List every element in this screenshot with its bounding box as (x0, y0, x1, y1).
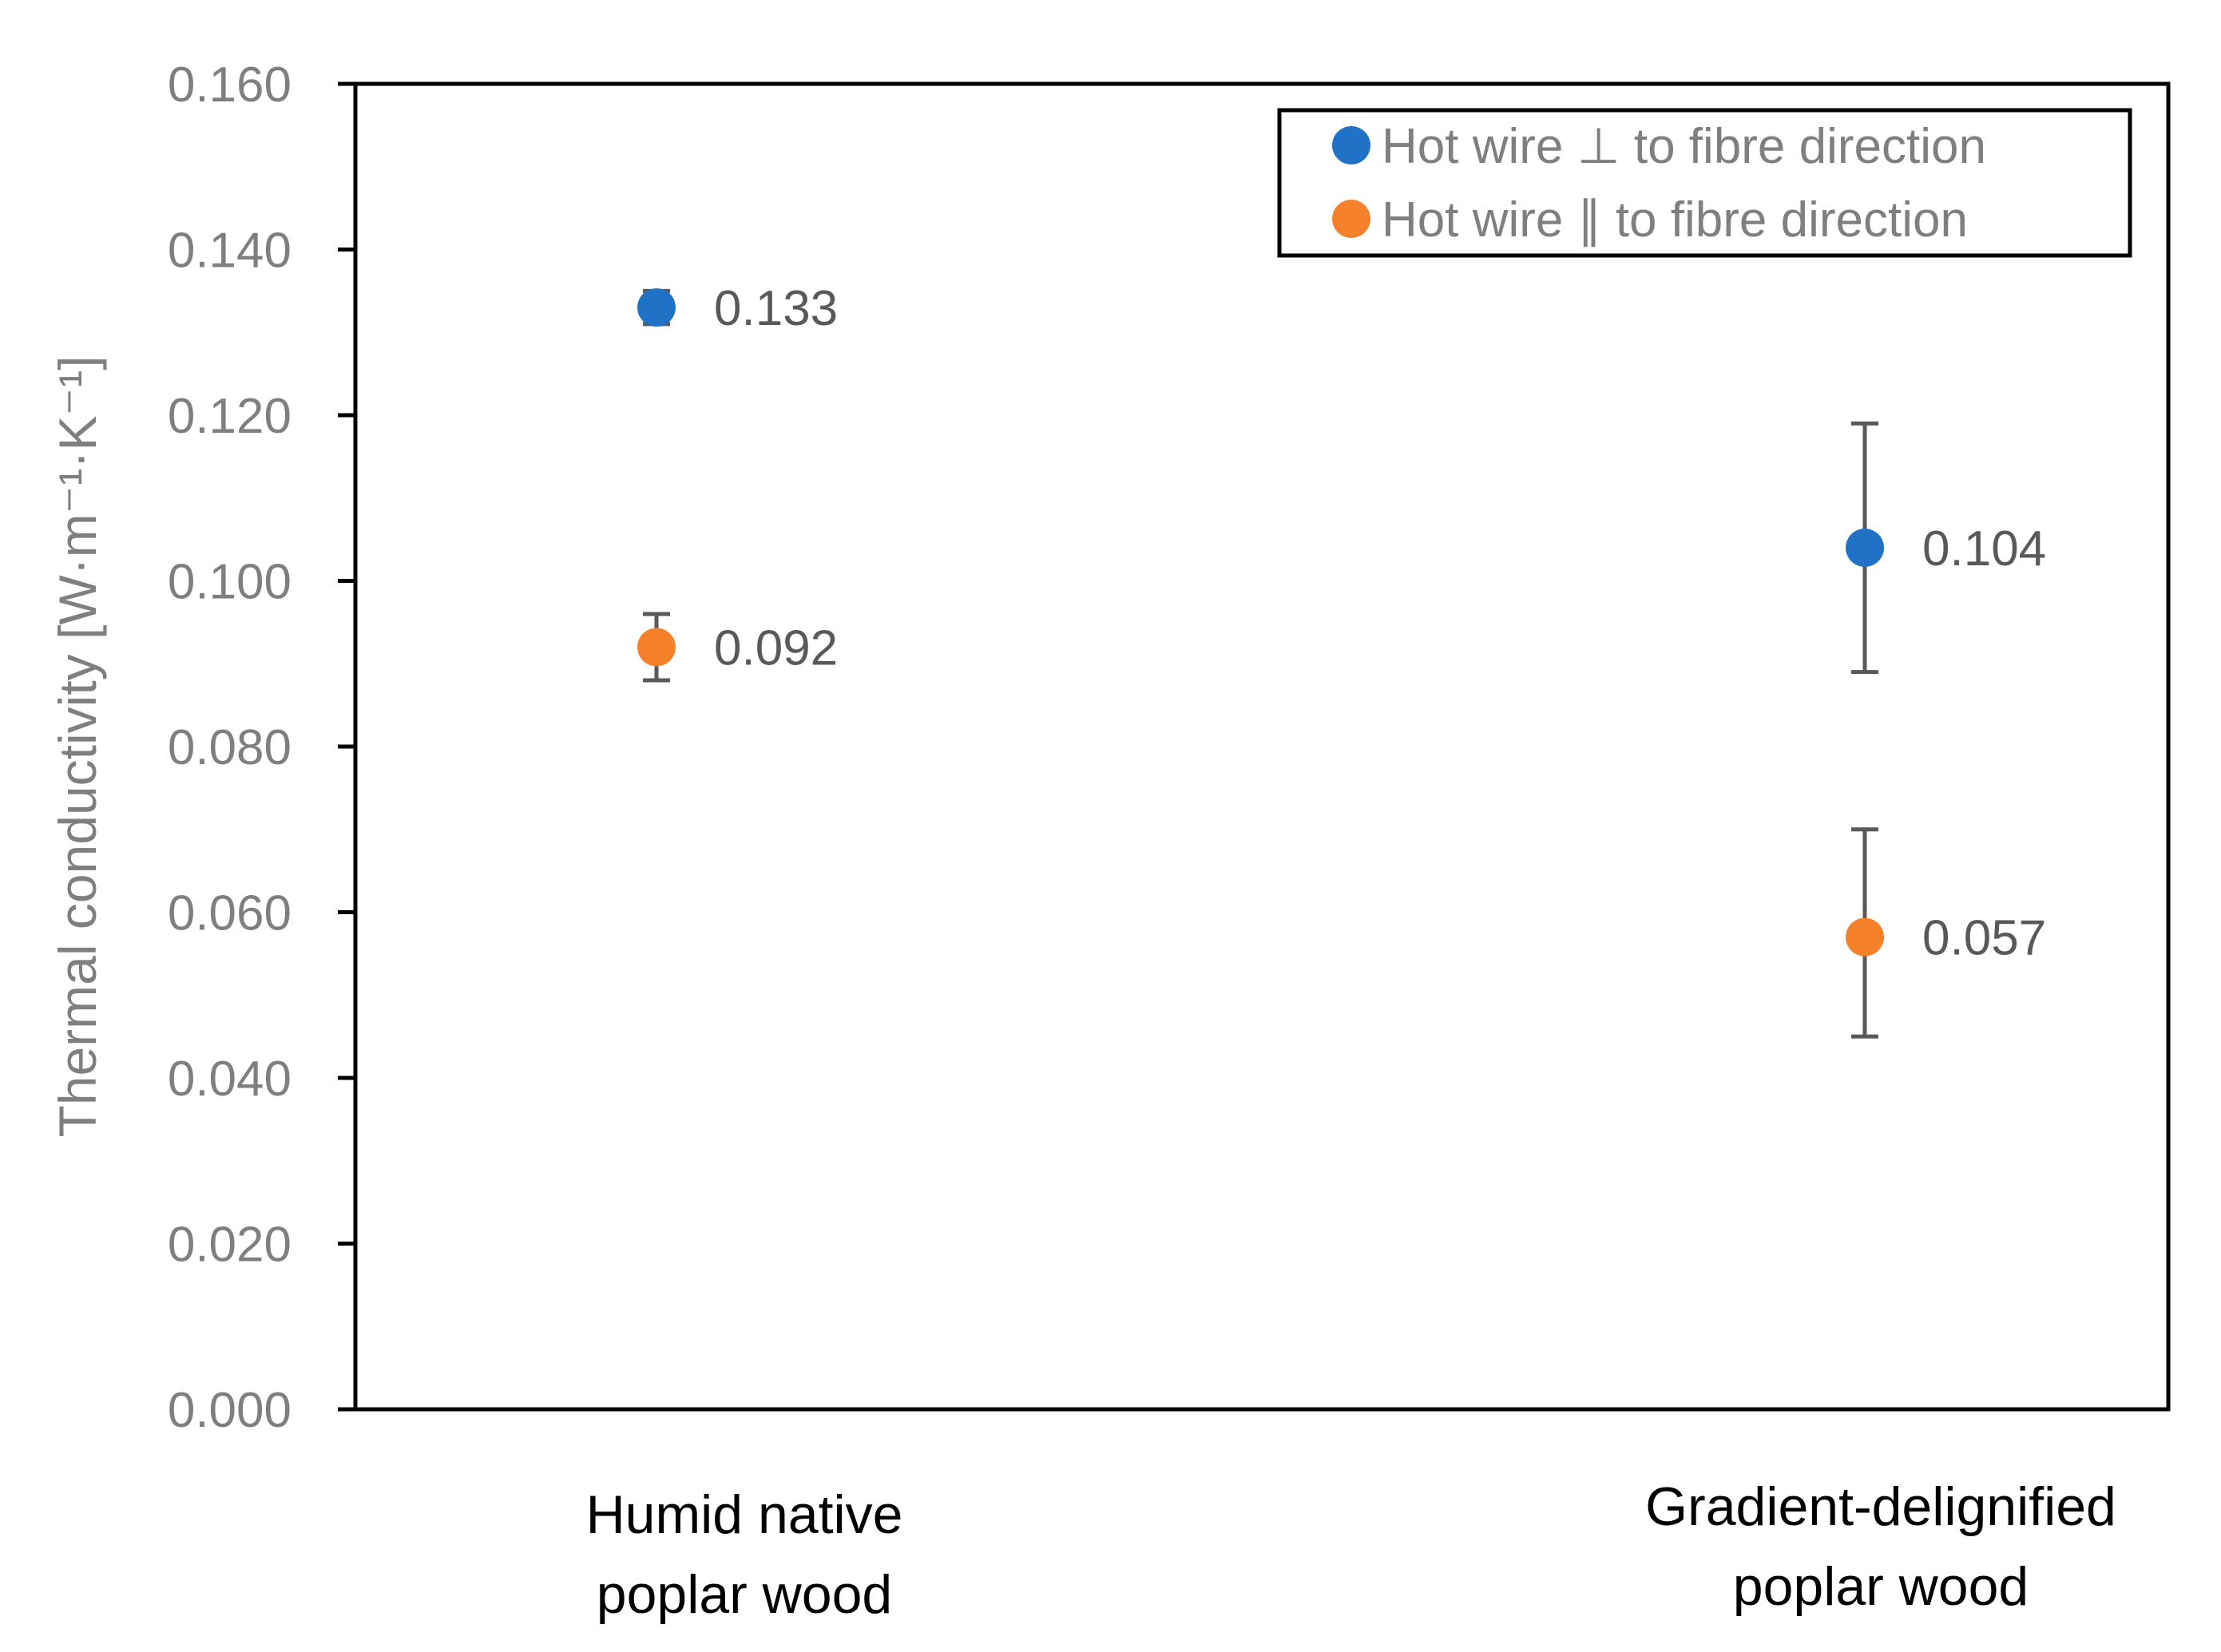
point-series-1-cat-0 (637, 628, 676, 667)
legend-marker-perpendicular (1332, 126, 1370, 164)
point-series-0-cat-1 (1846, 529, 1884, 567)
y-tick-label-8: 0.160 (168, 57, 292, 113)
y-axis-ticks (338, 81, 355, 1412)
y-tick-label-3: 0.060 (168, 886, 292, 941)
data-label-series-0-cat-0: 0.133 (714, 281, 838, 336)
point-series-0-cat-0 (637, 288, 676, 327)
legend-marker-parallel (1332, 200, 1370, 238)
y-tick-label-5: 0.100 (168, 555, 292, 610)
data-label-series-0-cat-1: 0.104 (1922, 521, 2046, 576)
legend-box (1277, 108, 2132, 258)
category-label-1-line-1: poplar wood (1733, 1556, 2029, 1617)
legend: Hot wire ⊥ to fibre direction Hot wire ∥… (1277, 108, 2132, 258)
data-labels: 0.133 0.104 0.092 0.057 (714, 281, 2046, 966)
y-tick-label-7: 0.140 (168, 224, 292, 279)
y-tick-label-6: 0.120 (168, 389, 292, 444)
data-label-series-1-cat-1: 0.057 (1922, 911, 2046, 966)
point-series-1-cat-1 (1846, 917, 1884, 957)
y-tick-label-0: 0.000 (168, 1383, 292, 1438)
legend-label-parallel: Hot wire ∥ to fibre direction (1382, 192, 1968, 248)
y-tick-label-4: 0.080 (168, 720, 292, 775)
legend-label-perpendicular: Hot wire ⊥ to fibre direction (1382, 119, 1986, 174)
category-label-0-line-1: poplar wood (597, 1564, 892, 1625)
y-axis-title: Thermal conductivity [W·m⁻¹·K⁻¹] (48, 355, 107, 1137)
category-label-1-line-0: Gradient-delignified (1645, 1476, 2116, 1537)
category-label-0-line-0: Humid native (586, 1484, 903, 1545)
data-points (637, 288, 1884, 957)
y-tick-label-1: 0.020 (168, 1218, 292, 1273)
plot-area-border (353, 81, 2171, 1412)
y-tick-label-2: 0.040 (168, 1052, 292, 1107)
y-axis-tick-labels: 0.000 0.020 0.040 0.060 0.080 0.100 0.120 0.140… (168, 57, 292, 1438)
x-axis-category-labels: Humid native poplar wood Gradient-delignif… (586, 1476, 2116, 1625)
data-label-series-1-cat-0: 0.092 (714, 621, 838, 676)
